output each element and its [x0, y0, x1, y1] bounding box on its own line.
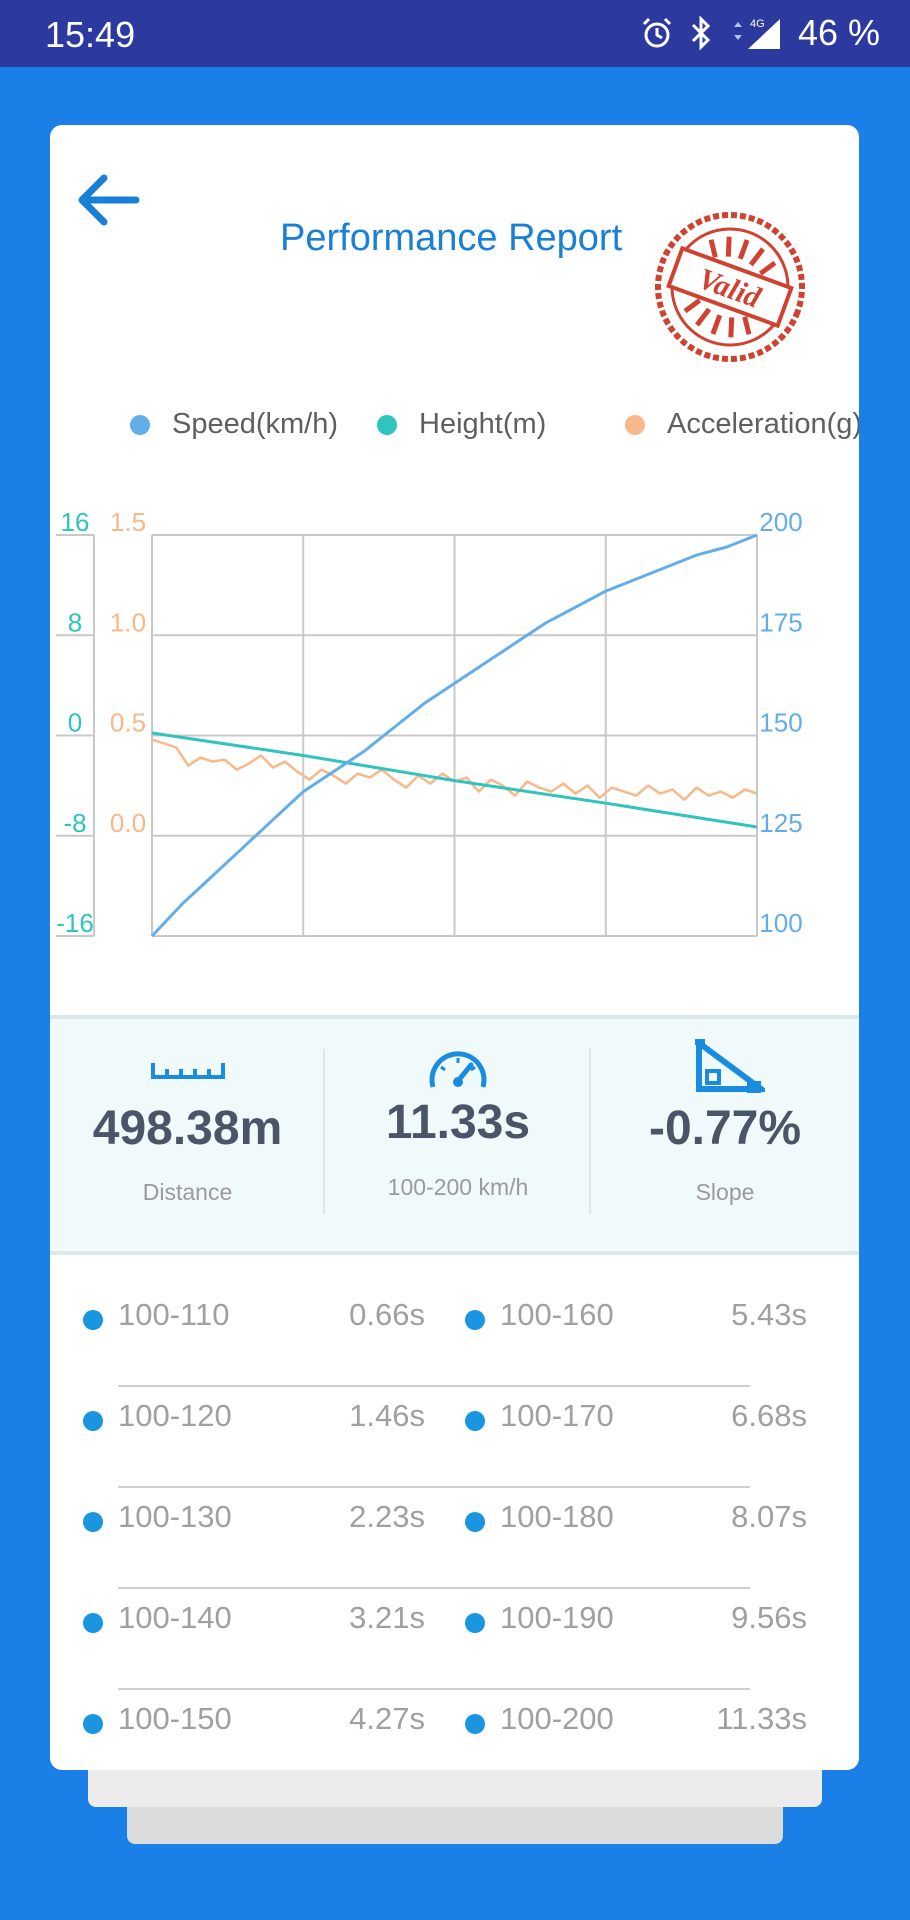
- bullet: [83, 1310, 103, 1330]
- split-range: 100-130: [118, 1499, 232, 1534]
- split-time: 5.43s: [731, 1297, 807, 1332]
- speed-tick-label: 175: [759, 607, 802, 637]
- split-time: 8.07s: [731, 1499, 807, 1534]
- split-time: 1.46s: [349, 1398, 425, 1433]
- performance-chart: 16 8 0 -8 -16 1.5 1.0 0.5 0.0 200 175 150 125 100: [56, 507, 803, 938]
- bluetooth-icon: [691, 16, 711, 50]
- legend-label: Acceleration(g): [667, 408, 859, 440]
- valid-stamp: Valid: [655, 212, 805, 362]
- bullet: [83, 1411, 103, 1431]
- legend-item-height: Height(m): [377, 408, 546, 441]
- split-range: 100-160: [500, 1297, 614, 1332]
- split-range: 100-170: [500, 1398, 614, 1433]
- stat-distance: 498.38m Distance: [50, 1019, 325, 1251]
- bullet: [83, 1714, 103, 1734]
- distance-label: Distance: [142, 1179, 233, 1205]
- chart-legend: Speed(km/h) Height(m) Acceleration(g): [80, 408, 859, 448]
- stat-divider: [589, 1049, 591, 1214]
- split-range: 100-180: [500, 1499, 614, 1534]
- split-times-list: 100-110 0.66s 100-160 5.43s 100-120 1.46…: [50, 1247, 859, 1767]
- split-time: 3.21s: [349, 1600, 425, 1635]
- speed-line: [150, 533, 758, 938]
- status-bar: 15:49 4G 46 %: [0, 0, 910, 67]
- stat-divider: [323, 1049, 325, 1214]
- bullet: [465, 1310, 485, 1330]
- split-time: 11.33s: [716, 1701, 807, 1736]
- bullet: [83, 1613, 103, 1633]
- height-tick-label: -16: [56, 908, 94, 938]
- legend-dot: [130, 414, 150, 435]
- height-tick-label: 8: [68, 607, 82, 637]
- split-range: 100-110: [118, 1297, 230, 1332]
- list-item: 100-110 0.66s 100-160 5.43s: [50, 1287, 859, 1347]
- page-title: Performance Report: [280, 217, 623, 259]
- legend-dot: [625, 414, 645, 435]
- speed-tick-label: 125: [759, 808, 802, 838]
- row-divider: [118, 1587, 750, 1589]
- row-divider: [118, 1486, 750, 1488]
- speed-tick-label: 150: [759, 708, 802, 738]
- split-range: 100-140: [118, 1600, 232, 1635]
- height-tick-label: 0: [68, 708, 82, 738]
- slope-label: Slope: [695, 1179, 755, 1205]
- speed-tick-label: 200: [759, 507, 802, 537]
- height-tick-label: 16: [61, 507, 90, 537]
- speed-tick-label: 100: [759, 908, 802, 938]
- acceleration-tick-label: 1.5: [110, 507, 146, 537]
- acceleration-tick-label: 1.0: [110, 607, 146, 637]
- height-line: [151, 731, 758, 829]
- report-card: Performance Report Valid Speed(km/h) Hei…: [50, 125, 859, 1770]
- alarm-icon: [642, 17, 671, 48]
- acceleration-tick-label: 0.5: [110, 708, 146, 738]
- slope-value: -0.77%: [648, 1102, 802, 1155]
- split-range: 100-200: [500, 1701, 614, 1736]
- split-time: 2.23s: [349, 1499, 425, 1534]
- status-icons: 4G 46 %: [640, 12, 880, 54]
- split-time: 4.27s: [349, 1701, 425, 1736]
- split-range: 100-120: [118, 1398, 232, 1433]
- legend-item-speed: Speed(km/h): [130, 408, 338, 441]
- list-item: 100-130 2.23s 100-180 8.07s: [50, 1489, 859, 1549]
- split-time: 0.66s: [349, 1297, 425, 1332]
- split-range: 100-190: [500, 1600, 614, 1635]
- bullet: [465, 1714, 485, 1734]
- split-range: 100-150: [118, 1701, 232, 1736]
- status-time: 15:49: [45, 14, 136, 55]
- stats-panel: 498.38m Distance 11.33s 100-200 km/h -0.…: [50, 1015, 859, 1255]
- bullet: [465, 1411, 485, 1431]
- list-item: 100-150 4.27s 100-200 11.33s: [50, 1691, 859, 1751]
- height-tick-label: -8: [63, 808, 86, 838]
- list-item: 100-120 1.46s 100-170 6.68s: [50, 1388, 859, 1448]
- ruler-icon: [151, 1063, 225, 1079]
- stat-time: 11.33s 100-200 km/h: [325, 1019, 591, 1251]
- slope-icon: [695, 1039, 765, 1093]
- legend-label: Height(m): [419, 408, 547, 440]
- split-time: 9.56s: [731, 1600, 807, 1635]
- time-value: 11.33s: [385, 1096, 531, 1149]
- list-item: 100-140 3.21s 100-190 9.56s: [50, 1590, 859, 1650]
- row-divider: [118, 1385, 750, 1387]
- acceleration-tick-label: 0.0: [110, 808, 146, 838]
- time-label: 100-200 km/h: [387, 1174, 529, 1200]
- battery-level: 46 %: [797, 12, 880, 53]
- svg-text:4G: 4G: [750, 18, 765, 30]
- bullet: [465, 1512, 485, 1532]
- legend-item-acceleration: Acceleration(g): [625, 408, 859, 441]
- distance-value: 498.38m: [92, 1102, 283, 1155]
- bullet: [83, 1512, 103, 1532]
- back-arrow-icon[interactable]: [74, 170, 144, 230]
- legend-dot: [377, 414, 397, 435]
- speedometer-icon: [429, 1051, 487, 1088]
- split-time: 6.68s: [731, 1398, 807, 1433]
- signal-icon: 4G: [733, 18, 780, 49]
- row-divider: [118, 1688, 750, 1690]
- bullet: [465, 1613, 485, 1633]
- legend-label: Speed(km/h): [172, 408, 339, 440]
- stat-slope: -0.77% Slope: [591, 1019, 859, 1251]
